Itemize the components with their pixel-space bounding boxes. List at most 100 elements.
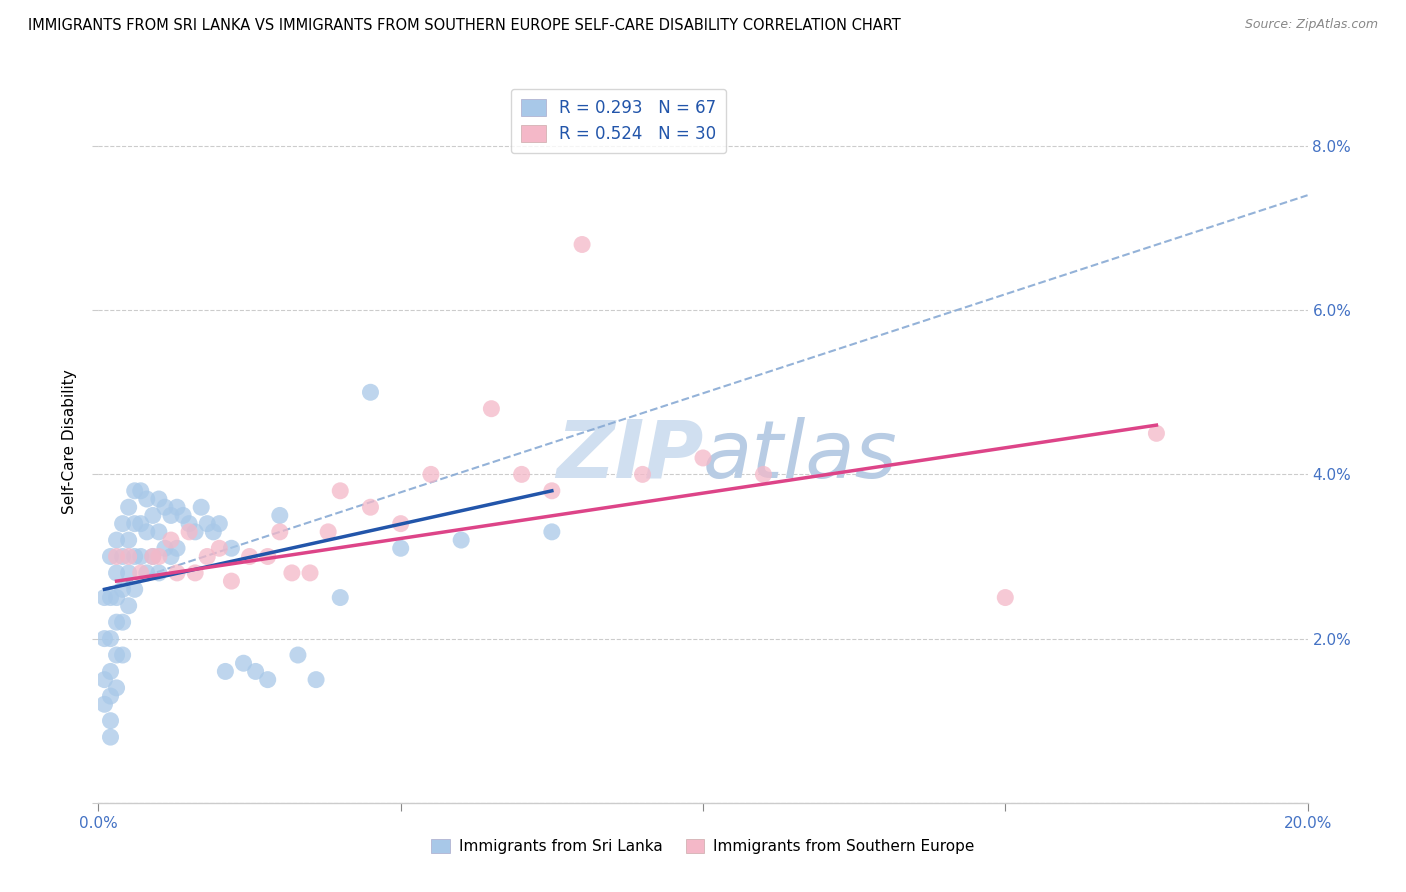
Point — [93, 698, 115, 712]
Point — [166, 500, 188, 515]
Point — [450, 533, 472, 547]
Point — [142, 508, 165, 523]
Point — [389, 516, 412, 531]
Point — [208, 541, 231, 556]
Point — [269, 508, 291, 523]
Point — [129, 483, 152, 498]
Point — [148, 491, 170, 506]
Point — [118, 500, 141, 515]
Point — [420, 467, 443, 482]
Point — [93, 673, 115, 687]
Point — [135, 491, 157, 506]
Legend: Immigrants from Sri Lanka, Immigrants from Southern Europe: Immigrants from Sri Lanka, Immigrants fr… — [426, 833, 980, 860]
Point — [124, 549, 146, 564]
Point — [166, 566, 188, 580]
Point — [129, 516, 152, 531]
Text: atlas: atlas — [703, 417, 898, 495]
Point — [100, 714, 122, 728]
Point — [195, 549, 218, 564]
Point — [129, 566, 152, 580]
Point — [105, 648, 128, 662]
Point — [100, 730, 122, 744]
Point — [221, 541, 243, 556]
Point — [100, 689, 122, 703]
Point — [105, 591, 128, 605]
Point — [179, 524, 201, 539]
Point — [360, 500, 382, 515]
Point — [142, 549, 165, 564]
Point — [232, 657, 254, 671]
Point — [389, 541, 412, 556]
Point — [631, 467, 654, 482]
Point — [111, 615, 134, 630]
Point — [214, 665, 236, 679]
Point — [160, 508, 183, 523]
Point — [105, 549, 128, 564]
Point — [160, 549, 183, 564]
Point — [153, 500, 176, 515]
Point — [245, 665, 267, 679]
Point — [329, 483, 352, 498]
Point — [540, 483, 562, 498]
Point — [142, 549, 165, 564]
Point — [281, 566, 304, 580]
Point — [202, 524, 225, 539]
Point — [360, 385, 382, 400]
Point — [105, 533, 128, 547]
Text: IMMIGRANTS FROM SRI LANKA VS IMMIGRANTS FROM SOUTHERN EUROPE SELF-CARE DISABILIT: IMMIGRANTS FROM SRI LANKA VS IMMIGRANTS … — [28, 18, 901, 33]
Point — [124, 582, 146, 597]
Point — [160, 533, 183, 547]
Point — [184, 524, 207, 539]
Point — [148, 524, 170, 539]
Point — [752, 467, 775, 482]
Point — [129, 549, 152, 564]
Point — [316, 524, 339, 539]
Point — [329, 591, 352, 605]
Point — [481, 401, 503, 416]
Point — [111, 648, 134, 662]
Point — [256, 549, 278, 564]
Point — [1144, 426, 1167, 441]
Point — [299, 566, 322, 580]
Point — [135, 524, 157, 539]
Point — [135, 566, 157, 580]
Point — [571, 237, 593, 252]
Point — [111, 516, 134, 531]
Point — [195, 516, 218, 531]
Point — [166, 541, 188, 556]
Point — [118, 549, 141, 564]
Point — [692, 450, 714, 465]
Point — [111, 582, 134, 597]
Point — [100, 632, 122, 646]
Point — [105, 615, 128, 630]
Point — [105, 566, 128, 580]
Point — [190, 500, 212, 515]
Point — [118, 566, 141, 580]
Point — [287, 648, 309, 662]
Point — [111, 549, 134, 564]
Point — [100, 549, 122, 564]
Point — [93, 591, 115, 605]
Point — [100, 665, 122, 679]
Point — [510, 467, 533, 482]
Point — [239, 549, 262, 564]
Y-axis label: Self-Care Disability: Self-Care Disability — [62, 369, 77, 514]
Point — [184, 566, 207, 580]
Point — [172, 508, 194, 523]
Point — [221, 574, 243, 588]
Point — [100, 591, 122, 605]
Text: Source: ZipAtlas.com: Source: ZipAtlas.com — [1244, 18, 1378, 31]
Point — [124, 483, 146, 498]
Point — [179, 516, 201, 531]
Point — [153, 541, 176, 556]
Point — [118, 533, 141, 547]
Point — [269, 524, 291, 539]
Point — [93, 632, 115, 646]
Point — [118, 599, 141, 613]
Point — [208, 516, 231, 531]
Point — [305, 673, 328, 687]
Text: ZIP: ZIP — [555, 417, 703, 495]
Point — [540, 524, 562, 539]
Point — [148, 566, 170, 580]
Point — [148, 549, 170, 564]
